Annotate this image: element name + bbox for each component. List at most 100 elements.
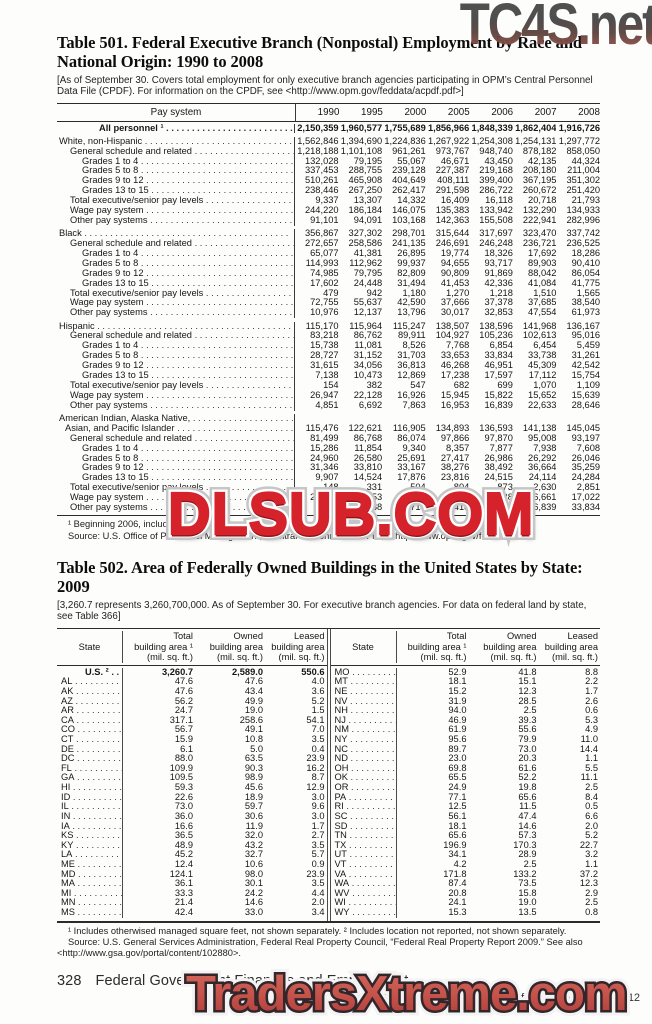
row-value: 81,499: [310, 433, 339, 443]
state-label: CT: [57, 735, 123, 745]
row-value: 262,417: [392, 186, 426, 196]
leased-area-value: 3.5: [311, 735, 325, 745]
owned-area-value: 258.6: [239, 715, 263, 725]
row-value: 86,768: [353, 433, 383, 443]
state-label: NY: [331, 735, 397, 745]
owned-area-value: 28.5: [518, 696, 537, 706]
row-value: 16,926: [397, 390, 426, 400]
row-value: 186,184: [348, 206, 383, 216]
table-row: Grades 5 to 8 114,993 112,962 99,937 94,…: [57, 258, 600, 269]
table-row: Other pay systems 8,542 13,988 12,714 20…: [57, 503, 600, 513]
row-value: 112,962: [349, 258, 383, 268]
table502-footnotes: ¹ Includes otherwised managed square fee…: [57, 926, 600, 960]
page-number: 328: [57, 972, 82, 989]
row-value: 1,297,772: [558, 136, 601, 146]
row-value: 46,951: [484, 361, 513, 371]
row-value: 93,717: [484, 258, 513, 268]
state-label: MT: [331, 677, 397, 687]
table501-footnote: ¹ Beginning 2006, includes: [68, 519, 178, 530]
leased-area-value: 0.6: [585, 706, 598, 716]
row-value: 17,597: [484, 371, 513, 381]
row-value: 1,562,846: [297, 136, 339, 146]
table-row: CT 15.9 10.8 3.5: [57, 735, 327, 745]
row-value: 547: [410, 380, 426, 390]
census-credit-line: U.S. Census Bureau, Statistical Abstract…: [319, 991, 640, 1004]
leased-area-value: 2.0: [585, 821, 598, 831]
row-label: Wage pay system: [57, 298, 295, 309]
row-value: 6,692: [358, 400, 383, 410]
total-area-value: 69.8: [448, 763, 467, 773]
row-value: 30,017: [440, 308, 470, 318]
table-row: U.S. ² 3,260.7 2,589.0 550.6: [57, 667, 327, 678]
row-value: [513, 414, 557, 424]
total-area-value: 47.6: [174, 677, 193, 687]
row-value: 337,453: [304, 166, 339, 176]
row-value: 286,722: [479, 186, 513, 196]
row-value: 17,022: [571, 493, 601, 503]
total-area-value: 52.9: [448, 667, 467, 677]
leased-area-value: 4.0: [311, 677, 325, 687]
row-value: 37,378: [484, 298, 513, 308]
row-value: 272,657: [304, 239, 339, 249]
row-label: Total executive/senior pay levels: [57, 288, 295, 299]
row-value: 15,945: [440, 390, 470, 400]
page-content: Table 501. Federal Executive Branch (Non…: [57, 0, 640, 1004]
state-label: AK: [57, 687, 123, 697]
row-value: 12,137: [353, 308, 383, 318]
table-row: GA 109.5 98.9 8.7: [57, 773, 327, 784]
leased-area-value: 12.3: [579, 879, 598, 889]
row-label: Wage pay system: [57, 206, 295, 216]
row-value: 682: [453, 380, 470, 390]
row-label: Grades 1 to 4: [57, 443, 295, 454]
total-area-value: 47.6: [174, 687, 193, 696]
row-value: [556, 414, 600, 424]
row-value: 132,290: [522, 206, 557, 216]
row-value: 136,167: [566, 321, 601, 331]
total-area-value: 109.9: [169, 763, 193, 773]
row-value: 246,691: [435, 239, 470, 249]
table501-year-header: 1990: [317, 107, 340, 118]
row-value: 246,248: [479, 239, 513, 249]
table-row: OH 69.8 61.6 5.5: [331, 763, 601, 774]
leased-area-value: 23.9: [306, 754, 325, 764]
row-value: 136,593: [479, 423, 513, 433]
row-value: 16,661: [528, 493, 557, 503]
row-value: 208,180: [522, 166, 557, 176]
table-row: OK 65.5 52.2 11.1: [331, 773, 601, 784]
owned-area-value: 10.6: [244, 859, 263, 869]
table-row: American Indian, Alaska Native,: [57, 414, 600, 424]
row-value: 74,985: [310, 268, 339, 278]
row-value: 27,417: [440, 453, 470, 463]
row-value: 36,813: [397, 361, 426, 371]
leased-area-value: 3.6: [311, 687, 325, 696]
row-value: 219,168: [479, 166, 513, 176]
state-label: DE: [57, 744, 123, 755]
total-area-value: 24.1: [448, 898, 467, 908]
table-row: FL 109.9 90.3 16.2: [57, 763, 327, 774]
table502-title: Table 502. Area of Federally Owned Build…: [57, 558, 583, 596]
total-area-value: 36.5: [174, 831, 193, 841]
total-area-value: 6.1: [180, 744, 193, 754]
owned-area-value: 30.1: [244, 879, 263, 889]
owned-area-value: 19.0: [244, 706, 263, 716]
row-value: 21,793: [571, 196, 601, 206]
row-value: 21,122: [484, 503, 513, 513]
row-value: 251,420: [566, 186, 601, 196]
owned-area-value: 61.6: [518, 763, 537, 773]
table-row: NY 95.6 79.9 11.0: [331, 735, 601, 745]
table-row: NJ 46.9 39.3 5.3: [331, 715, 601, 726]
row-value: 38,492: [484, 463, 513, 473]
state-label: ID: [57, 792, 123, 803]
row-value: 236,525: [566, 239, 601, 249]
row-label: Wage pay system: [57, 390, 295, 401]
row-value: 351,302: [566, 176, 601, 186]
row-value: 267,250: [348, 186, 383, 196]
table-row: CA 317.1 258.6 54.1: [57, 715, 327, 726]
row-value: 465,908: [348, 176, 383, 186]
row-label: Grades 9 to 12: [57, 176, 295, 187]
owned-area-value: 15.1: [518, 677, 537, 687]
table501-year-header: 2008: [578, 107, 600, 118]
state-label: NE: [331, 687, 397, 697]
leased-area-value: 23.9: [306, 869, 325, 879]
table-row: VT 4.2 2.5 1.1: [331, 859, 601, 870]
